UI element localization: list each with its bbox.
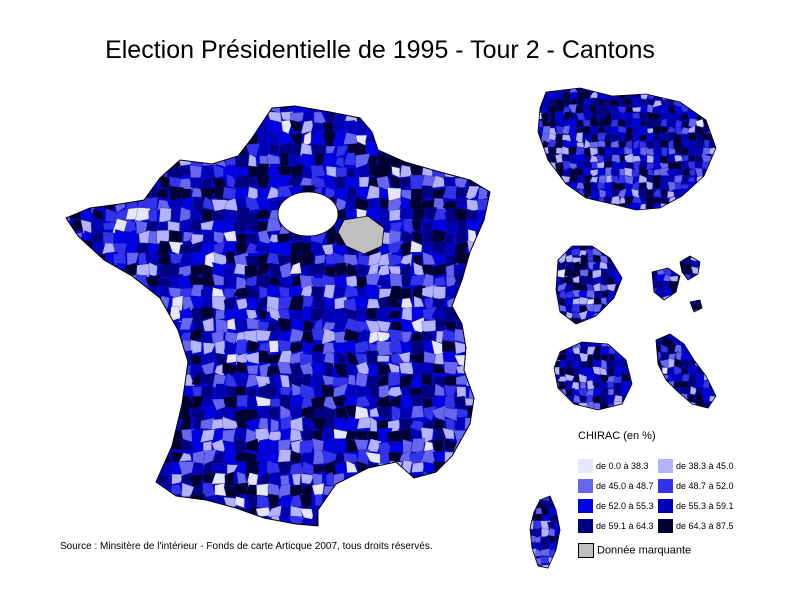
missing-data-area <box>337 215 385 255</box>
legend-item: de 59.1 à 64.3 <box>578 519 654 533</box>
legend-item: de 0.0 à 38.3 <box>578 459 649 473</box>
legend-item: de 64.3 à 87.5 <box>658 519 734 533</box>
legend-swatch <box>658 459 673 473</box>
legend-swatch <box>578 459 593 473</box>
legend-swatch <box>578 519 593 533</box>
map-title: Election Présidentielle de 1995 - Tour 2… <box>105 36 655 64</box>
legend-swatch <box>578 499 593 513</box>
legend-swatch-missing <box>578 543 594 558</box>
paris-region-blank <box>277 191 339 237</box>
legend-swatch <box>658 499 673 513</box>
inset-ile-de-france <box>538 88 716 210</box>
legend-item: de 38.3 à 45.0 <box>658 459 734 473</box>
legend-swatch <box>658 479 673 493</box>
mainland-cantons <box>66 106 490 526</box>
legend-swatch <box>658 519 673 533</box>
legend-title: CHIRAC (en %) <box>578 430 656 442</box>
inset-corse <box>530 496 560 568</box>
source-note: Source : Minsitère de l'intérieur - Fond… <box>60 541 433 552</box>
legend-item: de 52.0 à 55.3 <box>578 499 654 513</box>
inset-guadeloupe <box>652 256 702 312</box>
legend-missing-item: Donnée marquante <box>578 543 691 558</box>
legend-item: de 45.0 à 48.7 <box>578 479 654 493</box>
legend-swatch <box>578 479 593 493</box>
legend-item: de 55.3 à 59.1 <box>658 499 734 513</box>
legend-item: de 48.7 à 52.0 <box>658 479 734 493</box>
